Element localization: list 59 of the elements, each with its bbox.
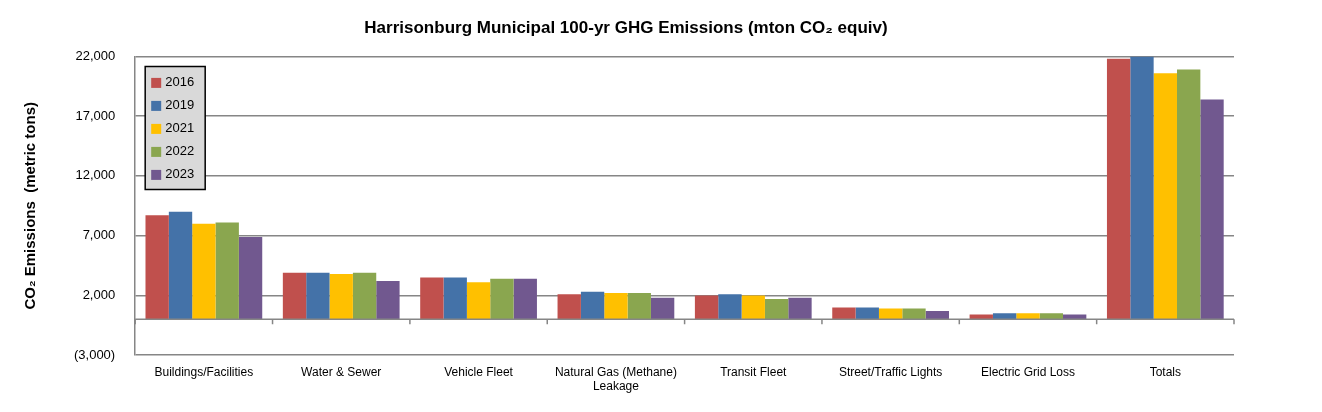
- bar: [1130, 56, 1154, 320]
- chart-title: Harrisonburg Municipal 100-yr GHG Emissions (mton CO₂ equiv): [364, 17, 888, 37]
- bar: [513, 278, 537, 320]
- legend-label: 2016: [165, 74, 195, 90]
- legend-label: 2022: [165, 143, 195, 159]
- bar: [650, 297, 675, 320]
- bar: [238, 236, 263, 320]
- bar: [282, 272, 307, 320]
- x-tick-label: Buildings/Facilities: [154, 364, 254, 379]
- bar: [145, 215, 169, 320]
- bar: [832, 307, 856, 320]
- bar: [376, 281, 400, 320]
- bar: [1106, 58, 1131, 320]
- bar: [352, 272, 377, 320]
- x-tick-label: Natural Gas (Methane) Leakage: [554, 364, 677, 394]
- y-axis-title: CO₂ Emissions (metric tons): [21, 102, 39, 310]
- bar: [168, 211, 193, 320]
- bar: [557, 294, 581, 320]
- y-tick-label: (3,000): [73, 346, 116, 362]
- x-tick-label: Vehicle Fleet: [444, 364, 514, 379]
- legend-label: 2021: [165, 120, 195, 136]
- bar: [992, 313, 1017, 320]
- x-tick-label: Street/Traffic Lights: [838, 364, 943, 379]
- bar: [788, 297, 812, 320]
- bar: [741, 295, 765, 320]
- y-tick-label: 17,000: [75, 107, 116, 123]
- bar: [192, 223, 216, 320]
- bar: [604, 293, 628, 320]
- bar: [902, 308, 926, 320]
- bar: [420, 277, 444, 320]
- legend-label: 2019: [165, 97, 195, 113]
- bar: [855, 307, 879, 320]
- bar: [1039, 313, 1063, 320]
- bar: [627, 293, 651, 320]
- bar: [764, 299, 789, 320]
- bar: [694, 295, 719, 320]
- x-tick-label: Totals: [1149, 364, 1181, 379]
- bar: [1016, 313, 1040, 320]
- bar: [215, 222, 239, 320]
- bar: [1177, 69, 1201, 320]
- bar: [306, 272, 330, 320]
- bar: [580, 291, 605, 320]
- bar: [1200, 99, 1224, 320]
- x-tick-label: Electric Grid Loss: [980, 364, 1075, 379]
- bar: [443, 277, 467, 320]
- y-tick-label: 22,000: [75, 47, 116, 63]
- bar: [490, 278, 514, 320]
- bar: [718, 294, 742, 320]
- bar: [925, 310, 949, 320]
- bar: [466, 282, 491, 320]
- bar: [1153, 73, 1177, 320]
- x-tick-label: Transit Fleet: [720, 364, 788, 379]
- x-tick-label: Water & Sewer: [301, 364, 382, 379]
- bar: [878, 308, 903, 320]
- y-tick-label: 2,000: [82, 287, 116, 303]
- y-tick-label: 7,000: [82, 227, 116, 243]
- legend-label: 2023: [165, 166, 195, 182]
- bar: [329, 273, 353, 320]
- y-tick-label: 12,000: [75, 167, 116, 183]
